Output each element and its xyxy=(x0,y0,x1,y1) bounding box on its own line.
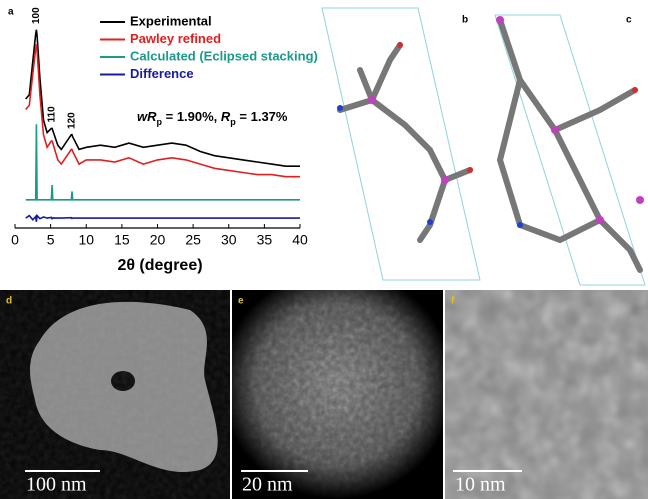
panel-label: e xyxy=(238,296,244,307)
peak-label: 100 xyxy=(31,7,42,24)
panel-label: d xyxy=(6,296,12,307)
legend-label: Difference xyxy=(130,66,194,81)
scale-bar-label: 100 nm xyxy=(26,474,87,496)
tem-image-e xyxy=(232,290,443,499)
legend-label: Pawley refined xyxy=(130,31,221,46)
x-tick-label: 5 xyxy=(47,232,55,248)
panel-label: a xyxy=(8,7,14,18)
tem-image-f xyxy=(445,290,648,499)
x-tick-label: 35 xyxy=(257,232,273,248)
x-tick-label: 0 xyxy=(11,232,19,248)
annotation-part: = 1.37% xyxy=(236,109,288,124)
x-axis-label: 2θ (degree) xyxy=(117,257,202,274)
figure: a wRp = 1.90%, Rp = 1.37% 2θ (degree) 0 5… xyxy=(0,0,648,499)
structure-c xyxy=(495,15,645,285)
series-line xyxy=(26,216,300,222)
peak-label: 110 xyxy=(47,106,58,123)
plot: 0 5 10 15 20 25 30 35 40 Experimental Pawley refin… xyxy=(11,7,318,248)
annotation-part: = 1.90%, xyxy=(162,109,221,124)
x-tick-label: 15 xyxy=(114,232,130,248)
x-tick-label: 25 xyxy=(185,232,201,248)
x-tick-label: 40 xyxy=(292,232,308,248)
legend-label: Calculated (Eclipsed stacking) xyxy=(130,48,318,63)
tem-image-d xyxy=(0,290,230,499)
panel-label: c xyxy=(626,15,632,26)
x-tick-label: 30 xyxy=(221,232,237,248)
scale-bar-label: 20 nm xyxy=(242,474,293,496)
x-tick-label: 10 xyxy=(78,232,94,248)
panel-label: b xyxy=(462,15,468,26)
annotation-part: wR xyxy=(137,109,157,124)
legend-label: Experimental xyxy=(130,13,212,28)
scale-bar-label: 10 nm xyxy=(455,474,506,496)
x-tick-label: 20 xyxy=(150,232,166,248)
fit-annotation: wRp = 1.90%, Rp = 1.37% xyxy=(137,109,288,127)
structure-b xyxy=(322,8,480,280)
peak-label: 120 xyxy=(67,112,78,129)
